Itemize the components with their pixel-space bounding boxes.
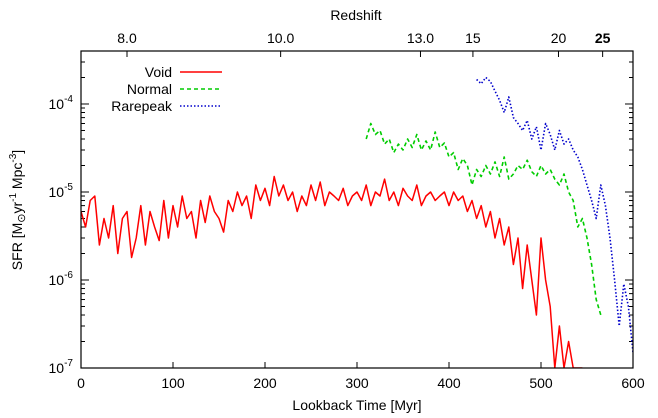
y-tick-exponent: -4 <box>64 94 73 105</box>
y-tick-base: 10 <box>49 96 65 112</box>
y-axis-label-mpc-exp: -3 <box>8 153 19 162</box>
x-tick-label: 200 <box>253 375 277 391</box>
y-ticks: 10-710-610-510-4 <box>49 50 633 376</box>
sun-symbol: ⊙ <box>16 214 28 223</box>
y-tick-base: 10 <box>49 184 65 200</box>
y-axis-label-yr-exp: -1 <box>8 193 19 202</box>
y-tick-exponent: -6 <box>64 270 73 281</box>
series-line-rarepeak <box>476 76 633 353</box>
y-tick-label: 10-5 <box>49 182 74 200</box>
y-tick-exponent: -7 <box>64 358 73 369</box>
legend-label: Normal <box>127 81 172 97</box>
plot-area <box>80 50 634 369</box>
x-tick-label: 500 <box>529 375 553 391</box>
y-tick-base: 10 <box>49 272 65 288</box>
series-line-void <box>81 175 583 368</box>
x-tick-label: 100 <box>161 375 185 391</box>
series-layer <box>81 76 633 368</box>
y-axis-label-mpc: Mpc <box>9 163 25 189</box>
x-tick-label: 0 <box>77 375 85 391</box>
x-tick-label: 600 <box>621 375 645 391</box>
x-tick-label: 400 <box>437 375 461 391</box>
y-tick-label: 10-6 <box>49 270 74 288</box>
top-axis-label: Redshift <box>330 7 381 23</box>
top-tick-label: 10.0 <box>267 30 294 46</box>
y-axis-label: SFR [M⊙yr-1 Mpc-3] <box>8 150 28 270</box>
y-tick-base: 10 <box>49 360 65 376</box>
top-tick-label: 13.0 <box>407 30 434 46</box>
plot-frame <box>80 50 634 369</box>
legend-label: Void <box>145 64 172 80</box>
legend-label: Rarepeak <box>111 98 173 114</box>
y-axis-label-yr: yr <box>9 202 25 214</box>
top-tick-label: 20 <box>551 30 567 46</box>
x-ticks: 0 100 200 300 400 500 600 <box>77 362 645 391</box>
y-axis-label-prefix: SFR [M <box>9 223 25 270</box>
y-tick-label: 10-4 <box>49 94 74 112</box>
top-tick-label: 25 <box>595 30 611 46</box>
top-tick-label: 8.0 <box>117 30 137 46</box>
y-tick-exponent: -5 <box>64 182 73 193</box>
x-tick-label: 300 <box>345 375 369 391</box>
x-axis-label: Lookback Time [Myr] <box>292 397 421 413</box>
y-axis-label-suffix: ] <box>9 150 25 154</box>
series-line-normal <box>365 122 602 316</box>
y-tick-label: 10-7 <box>49 358 74 376</box>
top-ticks: 8.0 10.0 13.0 15 20 25 <box>117 30 611 57</box>
top-tick-label: 15 <box>465 30 481 46</box>
